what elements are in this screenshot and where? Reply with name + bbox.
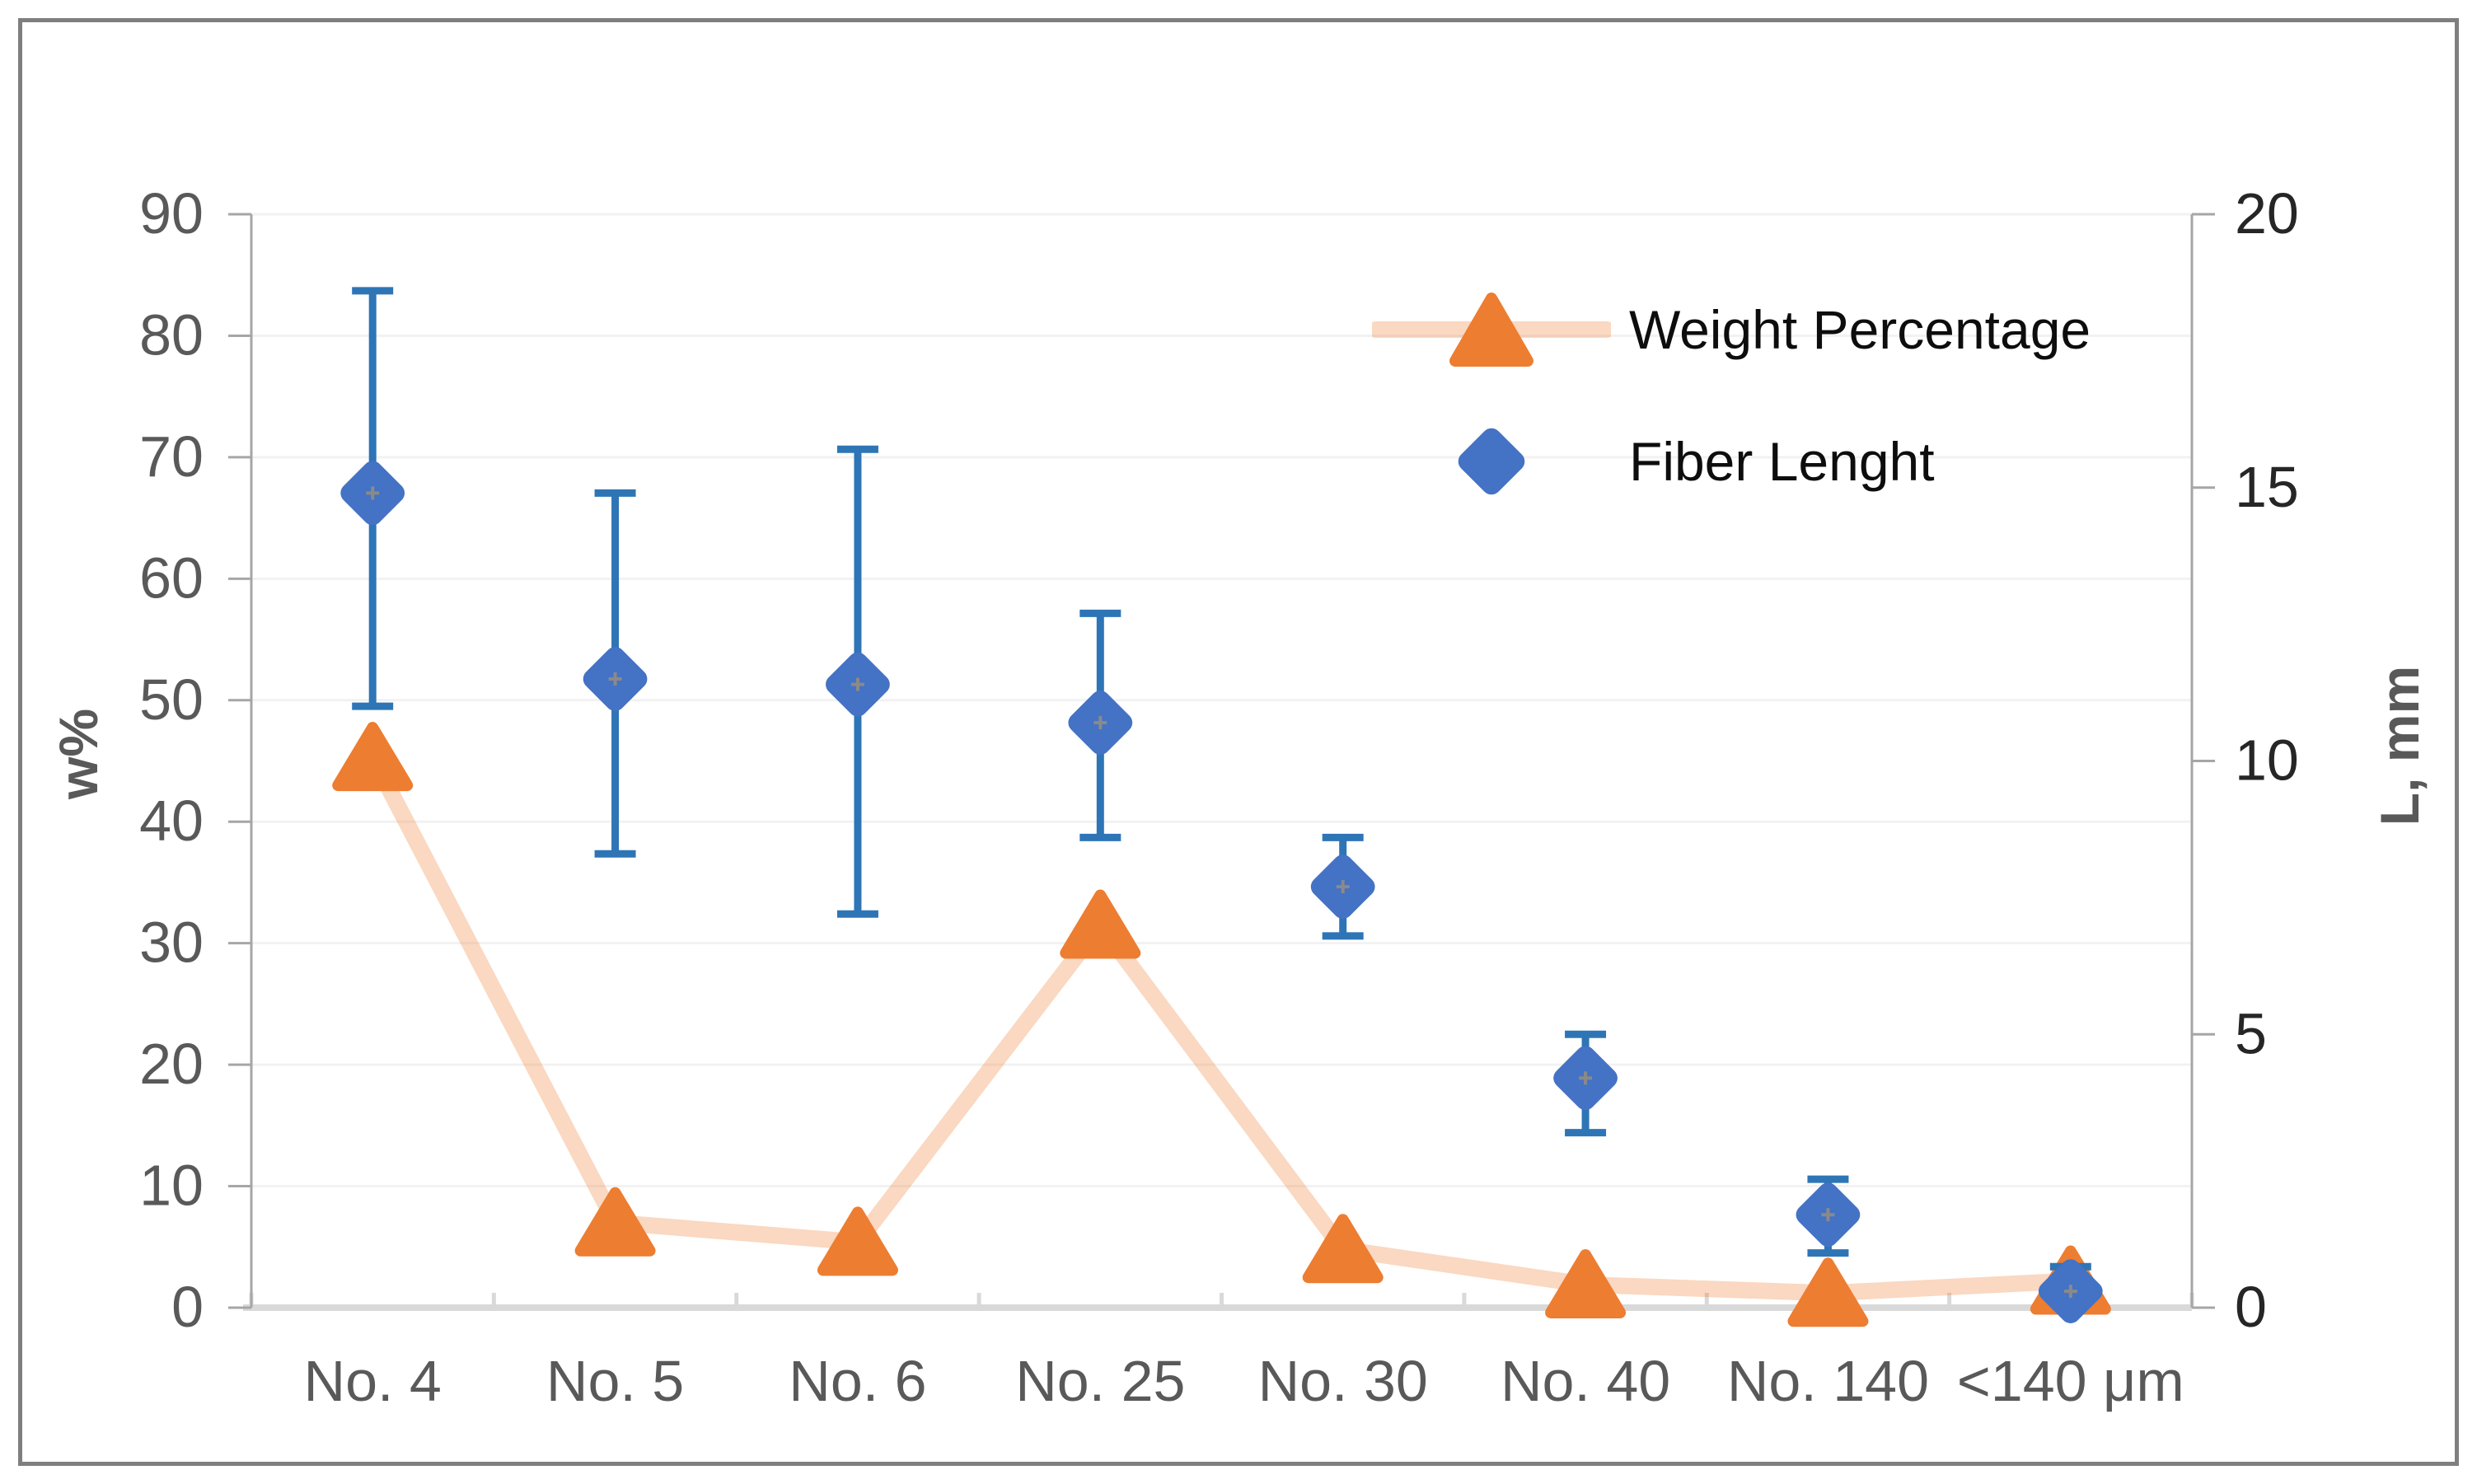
right-axis-title: L, mm — [2369, 665, 2430, 826]
left-axis-tick-label: 70 — [139, 424, 204, 489]
weight-percentage-marker — [1545, 1248, 1627, 1318]
weight-percentage-marker — [1787, 1257, 1869, 1327]
left-axis-tick-label: 50 — [139, 667, 204, 732]
marker-center-dot — [1341, 880, 1345, 894]
left-axis-tick-label: 90 — [139, 181, 204, 246]
marker-center-dot — [1098, 716, 1103, 730]
legend-label-fiber-lenght: Fiber Lenght — [1629, 431, 1935, 492]
x-axis-category-label: No. 40 — [1501, 1349, 1670, 1413]
weight-percentage-marker — [817, 1206, 898, 1276]
left-axis-tick-label: 0 — [171, 1275, 204, 1339]
weight-percentage-marker — [1060, 889, 1141, 959]
right-axis-tick-label: 20 — [2235, 181, 2299, 246]
weight-percentage-legend-marker-icon — [1372, 293, 1611, 367]
fiber-lenght-legend-marker-icon — [1458, 428, 1525, 495]
marker-center-dot — [1826, 1208, 1830, 1222]
right-axis-tick-label: 5 — [2235, 1001, 2267, 1065]
weight-percentage-line — [364, 749, 2079, 1302]
chart-border — [18, 18, 2459, 1466]
legend-label-weight-percentage: Weight Percentage — [1629, 299, 2091, 360]
x-axis-category-label: No. 25 — [1015, 1349, 1185, 1413]
legend: Weight Percentage Fiber Lenght — [1372, 280, 2091, 511]
x-axis-category-label: No. 30 — [1258, 1349, 1428, 1413]
left-axis-tick-label: 60 — [139, 545, 204, 610]
x-axis-category-label: No. 6 — [789, 1349, 926, 1413]
x-axis-category-label: No. 4 — [304, 1349, 442, 1413]
weight-percentage-marker — [332, 722, 414, 792]
left-axis-tick-label: 40 — [139, 789, 204, 853]
right-axis-tick-label: 0 — [2235, 1275, 2267, 1339]
left-axis-title: w% — [48, 708, 109, 800]
weight-percentage-marker — [1302, 1214, 1384, 1284]
x-axis-category-label: No. 140 — [1727, 1349, 1929, 1413]
x-axis-category-label: No. 5 — [546, 1349, 684, 1413]
legend-item-fiber-lenght: Fiber Lenght — [1372, 412, 2091, 511]
marker-center-dot — [371, 486, 375, 500]
weight-percentage-marker — [574, 1187, 656, 1257]
right-axis-tick-label: 10 — [2235, 728, 2299, 793]
left-axis-tick-label: 80 — [139, 302, 204, 367]
left-axis-tick-label: 10 — [139, 1154, 204, 1218]
x-axis-category-label: <140 μm — [1957, 1349, 2184, 1413]
left-axis-tick-label: 20 — [139, 1032, 204, 1096]
marker-center-dot — [855, 677, 859, 691]
legend-item-weight-percentage: Weight Percentage — [1372, 280, 2091, 379]
left-axis-tick-label: 30 — [139, 911, 204, 975]
marker-center-dot — [613, 672, 617, 686]
right-axis-tick-label: 15 — [2235, 455, 2299, 519]
marker-center-dot — [2068, 1285, 2072, 1299]
marker-center-dot — [1584, 1071, 1588, 1085]
